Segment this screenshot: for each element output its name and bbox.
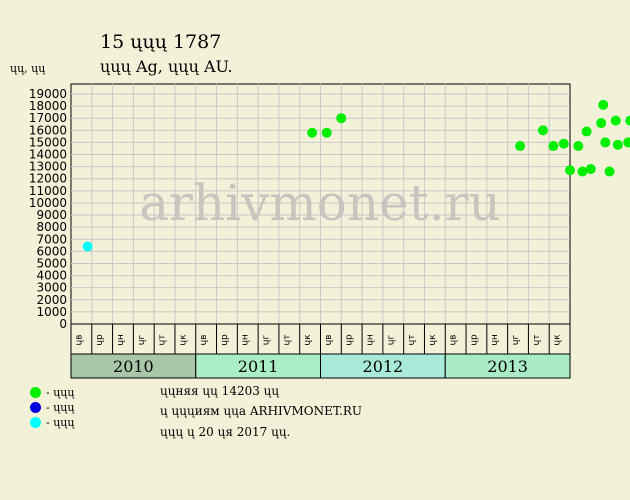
month-label: ųр: [220, 334, 230, 346]
year-label: 2010: [113, 357, 154, 376]
year-label: 2013: [487, 357, 528, 376]
chart-grid: [70, 83, 571, 325]
month-label: ųн: [116, 334, 126, 346]
data-point: [600, 137, 611, 148]
month-label: ųт: [158, 335, 168, 346]
year-label: 2012: [363, 357, 404, 376]
year-band: [195, 353, 321, 379]
data-point: [82, 241, 93, 252]
y-tick-label: 18000: [29, 99, 67, 113]
data-point: [604, 166, 615, 177]
y-tick-label: 13000: [29, 160, 67, 174]
month-label: ųр: [95, 334, 105, 346]
legend-marker-green: [30, 387, 41, 398]
month-label: ųк: [178, 334, 188, 346]
data-point: [598, 99, 609, 110]
y-tick-label: 2000: [36, 293, 67, 307]
month-label: ųр: [345, 334, 355, 346]
data-point: [612, 139, 623, 150]
month-label: ųн: [365, 334, 375, 346]
data-point: [307, 127, 318, 138]
note-line: ųųų ų 20 ųя 2017 ųų.: [160, 425, 291, 439]
month-label: ųк: [553, 334, 563, 346]
x-axis-months: ųв ųр ųн ųг ųт ųк ųв ųр ųн ųг ųт ųк ųв ųр ųн ųг ųт ųк ųв ųр…: [70, 323, 571, 355]
month-label: ųт: [532, 335, 542, 346]
chart-subtitle: ųųų Ag, ųųų AU.: [100, 57, 233, 76]
y-axis-unit: ųų, ųų: [10, 62, 46, 75]
data-point: [577, 166, 588, 177]
month-label: ųг: [386, 335, 396, 346]
month-label: ųт: [282, 335, 292, 346]
y-tick-label: 10000: [29, 196, 67, 210]
data-point: [515, 141, 526, 152]
data-point: [625, 115, 630, 126]
month-label: ųг: [262, 335, 272, 346]
y-tick-label: 19000: [29, 87, 67, 101]
y-tick-label: 16000: [29, 123, 67, 137]
y-tick-label: 14000: [29, 148, 67, 162]
month-label: ųв: [324, 334, 334, 345]
legend-item-cyan: - ųųų: [30, 416, 74, 429]
y-tick-label: 0: [59, 317, 67, 331]
data-point: [565, 165, 575, 176]
y-axis: 0100020003000400050006000700080009000100…: [29, 87, 67, 331]
year-band: [320, 353, 446, 379]
month-label: ųв: [74, 334, 84, 345]
y-tick-label: 9000: [36, 208, 67, 222]
y-tick-label: 4000: [36, 269, 67, 283]
month-label: ųг: [511, 335, 521, 346]
y-tick-label: 7000: [36, 232, 67, 246]
year-band: [444, 353, 571, 379]
data-point: [610, 115, 621, 126]
data-point: [596, 118, 607, 129]
y-tick-label: 5000: [36, 256, 67, 270]
month-label: ųв: [449, 334, 459, 345]
y-tick-label: 1000: [36, 305, 67, 319]
legend-marker-cyan: [30, 417, 41, 428]
data-point: [585, 164, 596, 175]
month-label: ųв: [199, 334, 209, 345]
data-point: [558, 138, 569, 149]
data-point: [321, 127, 332, 138]
data-point: [623, 137, 630, 148]
legend-item-green: - ųųų: [30, 386, 74, 399]
y-tick-label: 12000: [29, 172, 67, 186]
chart-title: 15 ųųų 1787: [100, 31, 222, 53]
watermark: arhivmonet.ru: [139, 174, 501, 232]
data-point: [581, 126, 592, 137]
month-label: ųн: [241, 334, 251, 346]
legend-label: - ųųų: [46, 386, 75, 399]
month-label: ųк: [428, 334, 438, 346]
month-label: ųг: [137, 335, 147, 346]
month-label: ųт: [407, 335, 417, 346]
legend-label: - ųųų: [46, 401, 75, 414]
y-tick-label: 3000: [36, 281, 67, 295]
note-line: ų ųųųиям ųųа ARHIVMONET.RU: [160, 404, 363, 418]
watermark-layer: arhivmonet.ru: [139, 174, 501, 232]
legend-item-blue: - ųųų: [30, 401, 74, 414]
year-band: [70, 353, 197, 379]
data-points: [82, 99, 630, 252]
data-point: [336, 113, 347, 124]
data-point: [548, 141, 559, 152]
legend-label: - ųųų: [46, 416, 75, 429]
legend-marker-blue: [30, 402, 41, 413]
note-line: ųųняя ųų 14203 ųų: [160, 384, 280, 398]
month-label: ųк: [303, 334, 313, 346]
y-tick-label: 15000: [29, 135, 67, 149]
y-tick-label: 6000: [36, 244, 67, 258]
data-point: [537, 125, 548, 136]
x-axis-years: 2010 2011 2012 2013: [70, 353, 571, 379]
year-label: 2011: [238, 357, 279, 376]
y-tick-label: 11000: [29, 184, 67, 198]
y-tick-label: 8000: [36, 220, 67, 234]
y-tick-label: 17000: [29, 111, 67, 125]
month-label: ųр: [469, 334, 479, 346]
month-label: ųн: [490, 334, 500, 346]
data-point: [573, 141, 584, 152]
